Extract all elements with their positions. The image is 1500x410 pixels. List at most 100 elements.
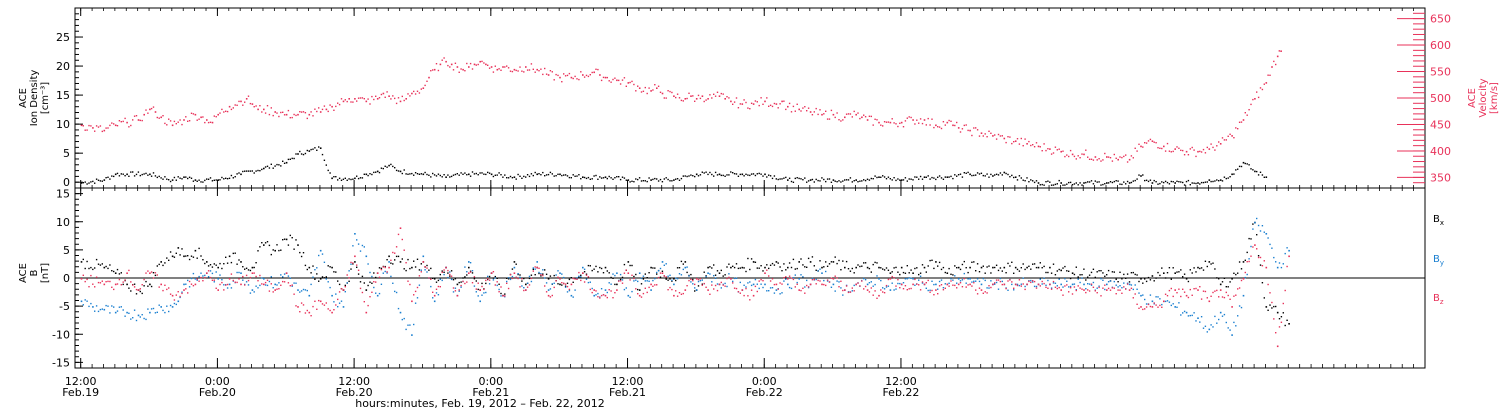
- b-series-bz-point: [228, 278, 231, 280]
- b-series-bx-fill-point: [356, 266, 358, 268]
- b-series-bz-fill-point: [568, 288, 571, 291]
- density-series-fill-point: [557, 173, 559, 175]
- b-series-bx-fill-point: [823, 266, 825, 268]
- b-series-bx-fill-point: [769, 264, 772, 266]
- b-series-bx-fill-point: [694, 290, 696, 292]
- x-tick-label-date: Feb.20: [336, 386, 373, 399]
- b-series-bx-fill-point: [762, 270, 764, 272]
- velocity-series-fill-point: [995, 138, 998, 140]
- b-series-bz-fill-point: [1145, 306, 1148, 308]
- b-series-bx-fill-point: [1107, 269, 1110, 272]
- density-series-fill-point: [726, 174, 728, 176]
- b-series-bx-point: [251, 266, 254, 269]
- b-series-bx-fill-point: [464, 276, 466, 278]
- velocity-series-fill-point: [424, 84, 426, 87]
- b-series-bx-fill-point: [375, 276, 377, 279]
- density-series-fill-point: [289, 158, 291, 160]
- b-series-bz-fill-point: [169, 293, 172, 295]
- b-series-by-fill-point: [113, 306, 115, 308]
- b-series-bx-fill-point: [961, 263, 964, 266]
- b-series-bz-fill-point: [521, 278, 523, 280]
- b-series-by-fill-point: [143, 317, 145, 320]
- b-series-bx-fill-point: [498, 283, 500, 285]
- b-series-bx-fill-point: [492, 277, 495, 279]
- b-series-bz-fill-point: [386, 271, 388, 273]
- b-series-bz-fill-point: [426, 267, 428, 269]
- density-series-fill-point: [168, 179, 170, 181]
- b-series-bx-fill-point: [511, 268, 514, 270]
- b-series-by-fill-point: [380, 283, 383, 285]
- b-series-by-fill-point: [295, 282, 297, 284]
- velocity-series-fill-point: [600, 79, 603, 82]
- velocity-series-fill-point: [1269, 74, 1271, 76]
- density-series-fill-point: [456, 173, 458, 175]
- b-series-bx-fill-point: [732, 265, 734, 267]
- b-series-by-fill-point: [902, 282, 905, 284]
- b-series-bz-fill-point: [232, 279, 234, 282]
- b-series-bz-fill-point: [473, 276, 476, 278]
- density-series-fill-point: [838, 180, 840, 182]
- b-series-bz-fill-point: [84, 280, 86, 283]
- b-series-bz-point: [1106, 289, 1108, 291]
- velocity-series-fill-point: [113, 123, 115, 125]
- b-series-bx-point: [547, 278, 550, 280]
- b-series-bz-fill-point: [1098, 286, 1100, 289]
- b-series-by-point: [399, 311, 402, 314]
- b-series-bx-fill-point: [439, 273, 441, 276]
- b-series-bx-fill-point: [619, 278, 622, 281]
- b-series-by-fill-point: [675, 277, 677, 279]
- b-series-bz-fill-point: [530, 277, 533, 280]
- b-series-bx-fill-point: [1191, 272, 1193, 274]
- b-series-bz-fill-point: [109, 280, 111, 283]
- density-series-fill-point: [1056, 183, 1058, 185]
- b-series-by-fill-point: [253, 291, 255, 293]
- density-series-point: [308, 150, 311, 152]
- velocity-series-fill-point: [688, 92, 690, 94]
- density-series-fill-point: [97, 179, 100, 181]
- b-series-by-fill-point: [154, 312, 157, 314]
- b-series-by-point: [638, 272, 641, 274]
- density-series-fill-point: [1240, 165, 1243, 168]
- b-series-bz-point: [1003, 283, 1006, 286]
- b-series-bz-fill-point: [1195, 287, 1197, 290]
- b-series-bz-point: [1060, 289, 1062, 291]
- velocity-series-fill-point: [1259, 87, 1262, 89]
- velocity-series-fill-point: [1257, 96, 1260, 99]
- density-series-fill-point: [363, 173, 365, 175]
- velocity-series-fill-point: [494, 65, 496, 67]
- b-series-bx-fill-point: [870, 271, 872, 273]
- velocity-series-fill-point: [703, 100, 705, 103]
- density-series-fill-point: [889, 178, 891, 180]
- density-series-fill-point: [420, 173, 422, 175]
- b-series-bx-fill-point: [359, 281, 362, 283]
- density-series-fill-point: [1235, 169, 1237, 171]
- density-series-fill-point: [739, 173, 741, 176]
- b-series-by-fill-point: [937, 288, 939, 290]
- b-series-bz-fill-point: [893, 277, 895, 279]
- b-series-by-fill-point: [669, 274, 671, 276]
- b-series-by: [80, 217, 1290, 336]
- velocity-series-point: [616, 79, 618, 82]
- b-series-bz-fill-point: [853, 290, 855, 292]
- b-series-bz-fill-point: [179, 295, 181, 298]
- b-series-by-fill-point: [500, 295, 502, 297]
- b-series-bz-fill-point: [845, 285, 848, 287]
- b-series-by-fill-point: [135, 319, 138, 322]
- velocity-series-point: [365, 100, 368, 103]
- density-series-fill-point: [327, 169, 329, 172]
- b-series-by-fill-point: [1170, 304, 1172, 307]
- b-series-bx-fill-point: [747, 257, 749, 260]
- density-series-fill-point: [1100, 184, 1102, 186]
- density-series-fill-point: [788, 177, 791, 179]
- b-series-bz-fill-point: [614, 292, 616, 294]
- b-series-bz-fill-point: [580, 279, 582, 282]
- density-series-fill-point: [948, 176, 950, 178]
- y-tick-label: -10: [52, 328, 70, 341]
- b-series-by-point: [661, 261, 664, 263]
- density-series-fill-point: [918, 178, 920, 180]
- b-series-by-fill-point: [773, 292, 776, 294]
- velocity-series-fill-point: [289, 117, 291, 119]
- b-series-bx-fill-point: [257, 250, 259, 252]
- b-series-bz-fill-point: [1170, 287, 1172, 290]
- b-series-bz-fill-point: [439, 286, 441, 288]
